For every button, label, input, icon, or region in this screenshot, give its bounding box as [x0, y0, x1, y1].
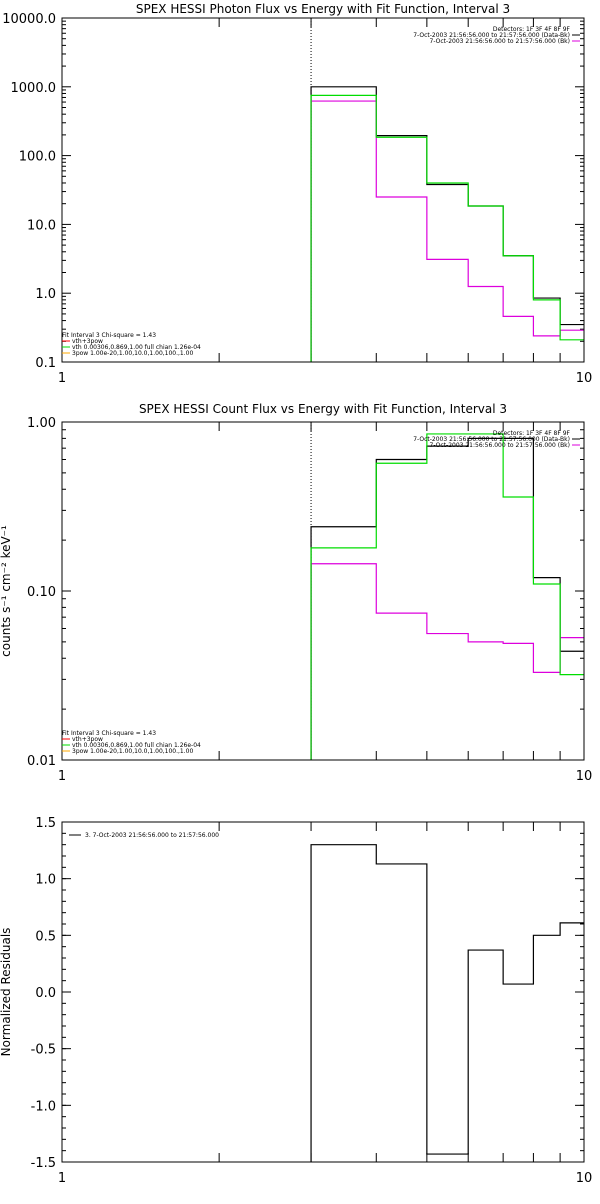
x-tick-label: 10 — [576, 1171, 593, 1186]
chart-title: SPEX HESSI Count Flux vs Energy with Fit… — [139, 402, 507, 416]
y-tick-label: 0.10 — [27, 585, 56, 600]
legend-entry: 3pow 1.00e-20,1.00,10.0,1.00,100.,1.00 — [72, 748, 193, 755]
y-tick-label: 10000.0 — [2, 12, 56, 27]
plot-frame — [61, 17, 585, 363]
y-tick-label: 0.1 — [35, 356, 56, 371]
header-line: 7-Oct-2003 21:56:56.000 to 21:57:56.000 … — [413, 436, 570, 443]
legend-entry: 3. 7-Oct-2003 21:56:56.000 to 21:57:56.0… — [85, 832, 219, 839]
series-data-line — [310, 86, 584, 362]
legend-entry: Fit Interval 3 Chi-square = 1.43 — [62, 730, 156, 737]
y-tick-label: 0.01 — [27, 754, 56, 769]
series-background-line — [310, 100, 584, 362]
plot-frame — [61, 421, 585, 761]
legend-entry: 3pow 1.00e-20,1.00,10.0,1.00,100.,1.00 — [72, 350, 193, 357]
x-tick-label: 10 — [576, 371, 593, 386]
series-background-line — [310, 563, 584, 760]
chart-panel-3: -1.5 -1.0 -0.5 0.0 0.5 1.0 1.5 1 10 Normalized Re… — [0, 816, 592, 1186]
y-tick-label: 1.0 — [35, 873, 56, 888]
chart-panel-2: SPEX HESSI Count Flux vs Energy with Fit… — [0, 402, 592, 784]
y-tick-label: 1000.0 — [11, 81, 57, 96]
legend-entry: vth+3pow — [72, 736, 103, 743]
legend-entry: Fit Interval 3 Chi-square = 1.43 — [62, 332, 156, 339]
plot-frame — [61, 821, 585, 1163]
chart-title: SPEX HESSI Photon Flux vs Energy with Fi… — [136, 2, 510, 16]
y-tick-label: 0.5 — [35, 929, 56, 944]
y-tick-label: -1.0 — [31, 1099, 56, 1114]
y-tick-label: 1.5 — [35, 816, 56, 831]
y-tick-label: -1.5 — [31, 1156, 56, 1171]
series-fit-line — [310, 433, 584, 760]
y-tick-label: 0.0 — [35, 986, 56, 1001]
x-tick-label: 1 — [58, 1171, 66, 1186]
y-tick-label: 1.00 — [27, 416, 56, 431]
y-tick-label: -0.5 — [31, 1043, 56, 1058]
y-axis-label: counts s⁻¹ cm⁻² keV⁻¹ — [0, 525, 13, 657]
x-tick-label: 10 — [576, 769, 593, 784]
x-tick-label: 1 — [58, 769, 66, 784]
header-line: 7-Oct-2003 21:56:56.000 to 21:57:56.000 … — [413, 32, 570, 39]
header-line: 7-Oct-2003 21:56:56.000 to 21:57:56.000 … — [430, 38, 571, 45]
y-tick-label: 1.0 — [35, 287, 56, 302]
y-tick-label: 100.0 — [19, 150, 56, 165]
series-fit-line — [310, 94, 584, 362]
header-line: Detectors: 1F 3F 4F 8F 9F — [493, 430, 571, 437]
x-tick-label: 1 — [58, 371, 66, 386]
series-residuals-line — [310, 844, 584, 1162]
y-tick-label: 10.0 — [27, 218, 56, 233]
legend-entry: vth+3pow — [72, 338, 103, 345]
chart-panel-1: SPEX HESSI Photon Flux vs Energy with Fi… — [2, 2, 592, 386]
header-line: 7-Oct-2003 21:56:56.000 to 21:57:56.000 … — [430, 442, 571, 449]
legend-entry: vth 0.00306,0.869,1.00 full chian 1.26e-… — [72, 344, 201, 351]
y-axis-label: Normalized Residuals — [0, 928, 13, 1057]
header-line: Detectors: 1F 3F 4F 8F 9F — [493, 26, 571, 33]
legend-entry: vth 0.00306,0.869,1.00 full chian 1.26e-… — [72, 742, 201, 749]
series-data-line — [310, 437, 584, 760]
